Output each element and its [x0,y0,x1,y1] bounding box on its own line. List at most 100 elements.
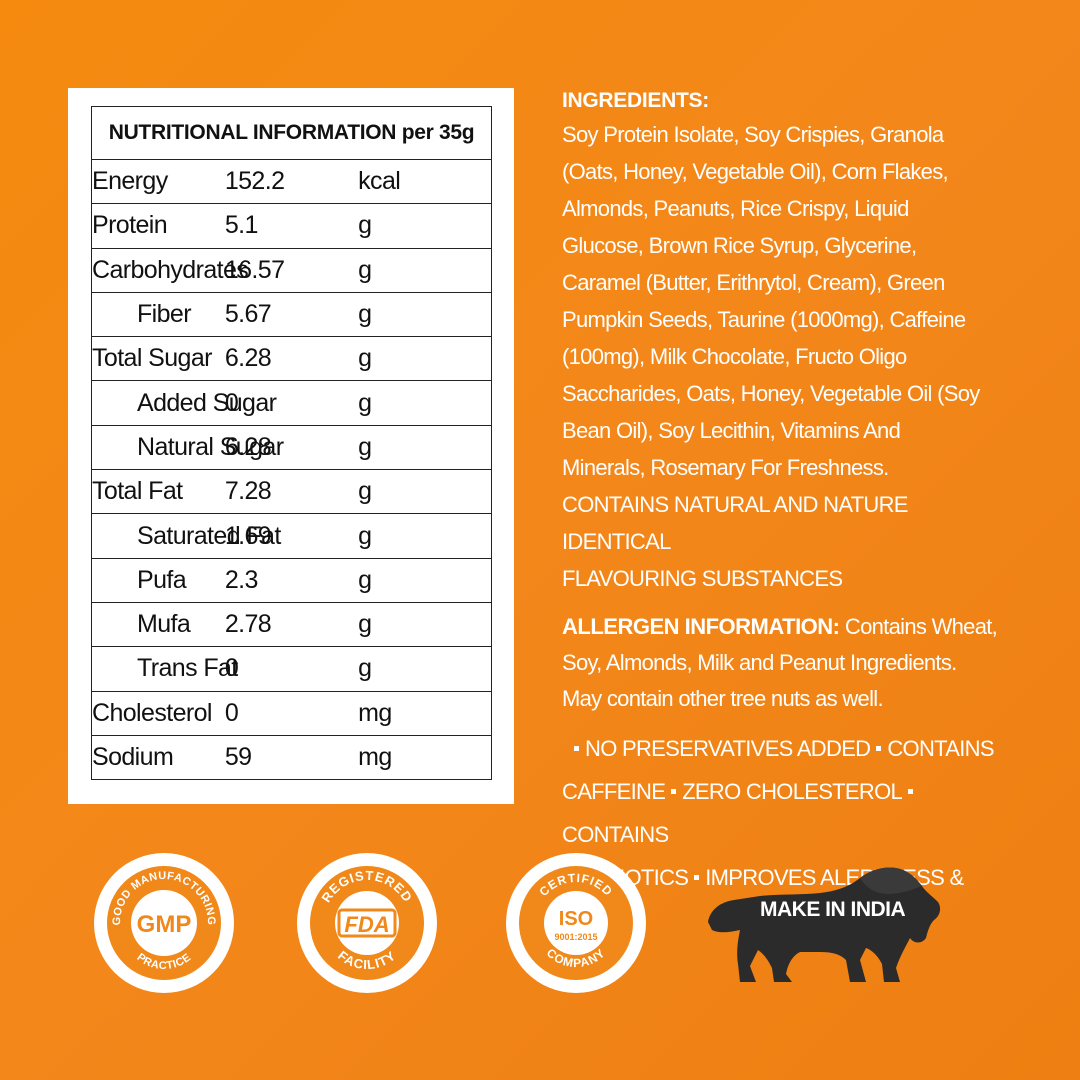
nutrient-name: Total Fat [90,469,225,515]
nutrient-unit: g [358,558,493,603]
nutrient-unit: mg [358,691,493,736]
nutrition-table: NUTRITIONAL INFORMATION per 35g Energy 15… [90,106,493,781]
nutrient-unit: g [358,248,493,293]
ingredients-line: (Oats, Honey, Vegetable Oil), Corn Flake… [562,159,949,184]
iso-seal-icon: CERTIFIED COMPANY ISO 9001:2015 [506,853,646,993]
nutrient-name: Added Sugar [90,380,277,426]
allergen-text: May contain other tree nuts as well. [562,686,884,711]
feature-item: CAFFEINE [562,779,666,804]
flavouring-line: FLAVOURING SUBSTANCES [562,566,843,591]
nutrient-unit: mg [358,735,493,781]
nutrition-row: Sodium 59 mg [90,735,493,781]
iso-sub-text: 9001:2015 [554,932,597,942]
ingredients-line: Soy Protein Isolate, Soy Crispies, Grano… [562,122,944,147]
nutrient-value: 0 [224,380,359,426]
nutrient-unit: kcal [358,159,493,205]
nutrient-unit: g [358,336,493,382]
nutrition-row: Trans Fat 0 g [90,646,493,692]
nutrition-row: Mufa 2.78 g [90,602,493,648]
nutrient-unit: g [358,203,493,249]
fda-seal-icon: REGISTERED FACILITY FDA [297,853,437,993]
ingredients-line: (100mg), Milk Chocolate, Fructo Oligo [562,344,907,369]
bullet-icon [694,875,700,881]
nutrition-row: Saturated Fat 1.69 g [90,513,493,559]
allergen-text: Soy, Almonds, Milk and Peanut Ingredient… [562,650,957,675]
allergen-label: ALLERGEN INFORMATION: [562,614,840,639]
ingredients-text: Soy Protein Isolate, Soy Crispies, Grano… [562,116,1012,486]
nutrient-value: 59 [224,735,359,781]
nutrient-name: Energy [90,159,225,205]
nutrient-name: Trans Fat [90,646,238,692]
ingredients-line: Glucose, Brown Rice Syrup, Glycerine, [562,233,917,258]
nutrient-name: Carbohydrates [90,248,249,293]
nutrition-row: Natural Sugar 6.28 g [90,425,493,471]
nutrition-header: NUTRITIONAL INFORMATION per 35g [91,106,492,160]
fda-center-text: FDA [344,912,389,937]
nutrient-name: Fiber [90,292,225,338]
ingredients-line: Bean Oil), Soy Lecithin, Vitamins And [562,418,901,443]
nutrient-value: 5.1 [224,203,359,249]
make-in-india-text: MAKE IN INDIA [760,898,906,921]
nutrient-name: Mufa [90,602,225,648]
nutrient-unit: g [358,646,493,692]
feature-item: CONTAINS [887,736,994,761]
gmp-seal-icon: GOOD MANUFACTURING PRACTICE GMP [94,853,234,993]
product-info: INGREDIENTS: Soy Protein Isolate, Soy Cr… [562,86,1012,942]
nutrient-name: Cholesterol [90,691,225,736]
nutrient-name: Natural Sugar [90,425,284,471]
nutrition-row: Total Fat 7.28 g [90,469,493,515]
nutrient-unit: g [358,425,493,471]
nutrient-value: 0 [224,646,359,692]
flavouring-line: CONTAINS NATURAL AND NATURE IDENTICAL [562,492,908,554]
nutrient-value: 2.78 [224,602,359,648]
ingredients-line: Saccharides, Oats, Honey, Vegetable Oil … [562,381,980,406]
bullet-icon [908,789,914,795]
bullet-icon [876,746,882,752]
ingredients-title: INGREDIENTS: [562,89,709,112]
nutrition-row: Total Sugar 6.28 g [90,336,493,382]
ingredients-line: Minerals, Rosemary For Freshness. [562,455,889,480]
feature-item: ZERO CHOLESTEROL [682,779,903,804]
bullet-icon [574,746,579,752]
allergen-info: ALLERGEN INFORMATION: Contains Wheat, So… [562,609,1012,717]
feature-item: NO PRESERVATIVES ADDED [585,736,871,761]
nutrition-row: Pufa 2.3 g [90,558,493,603]
nutrient-unit: g [358,292,493,338]
nutrient-unit: g [358,469,493,515]
nutrient-value: 152.2 [224,159,359,205]
nutrient-unit: g [358,380,493,426]
ingredients-line: Almonds, Peanuts, Rice Crispy, Liquid [562,196,909,221]
fda-badge: REGISTERED FACILITY FDA [296,852,438,994]
nutrition-row: Cholesterol 0 mg [90,691,493,736]
allergen-text: Contains Wheat, [839,614,998,639]
nutrition-panel: NUTRITIONAL INFORMATION per 35g Energy 15… [68,88,514,804]
nutrition-row: Added Sugar 0 g [90,380,493,426]
gmp-center-text: GMP [137,911,192,938]
nutrient-name: Pufa [90,558,225,603]
iso-center-text: ISO [559,908,593,930]
nutrition-row: Protein 5.1 g [90,203,493,249]
nutrient-value: 7.28 [224,469,359,515]
ingredients-line: Pumpkin Seeds, Taurine (1000mg), Caffein… [562,307,966,332]
iso-badge: CERTIFIED COMPANY ISO 9001:2015 [505,852,647,994]
nutrient-name: Sodium [90,735,225,781]
nutrient-value: 1.69 [224,513,359,559]
nutrient-value: 6.28 [224,336,359,382]
nutrient-name: Protein [90,203,225,249]
nutrient-unit: g [358,602,493,648]
ingredients-line: Caramel (Butter, Erithrytol, Cream), Gre… [562,270,945,295]
nutrition-row: Energy 152.2 kcal [90,159,493,205]
flavouring-notice: CONTAINS NATURAL AND NATURE IDENTICAL FL… [562,486,1012,597]
nutrition-row: Fiber 5.67 g [90,292,493,338]
nutrient-name: Total Sugar [90,336,225,382]
feature-item: CONTAINS [562,822,669,847]
nutrient-name: Saturated Fat [90,513,281,559]
nutrient-value: 5.67 [224,292,359,338]
make-in-india-logo [700,860,960,990]
nutrient-value: 6.28 [224,425,359,471]
nutrient-value: 2.3 [224,558,359,603]
nutrition-row: Carbohydrates 16.57 g [90,248,493,293]
bullet-icon [671,789,677,795]
lion-icon [708,867,941,982]
nutrient-unit: g [358,513,493,559]
